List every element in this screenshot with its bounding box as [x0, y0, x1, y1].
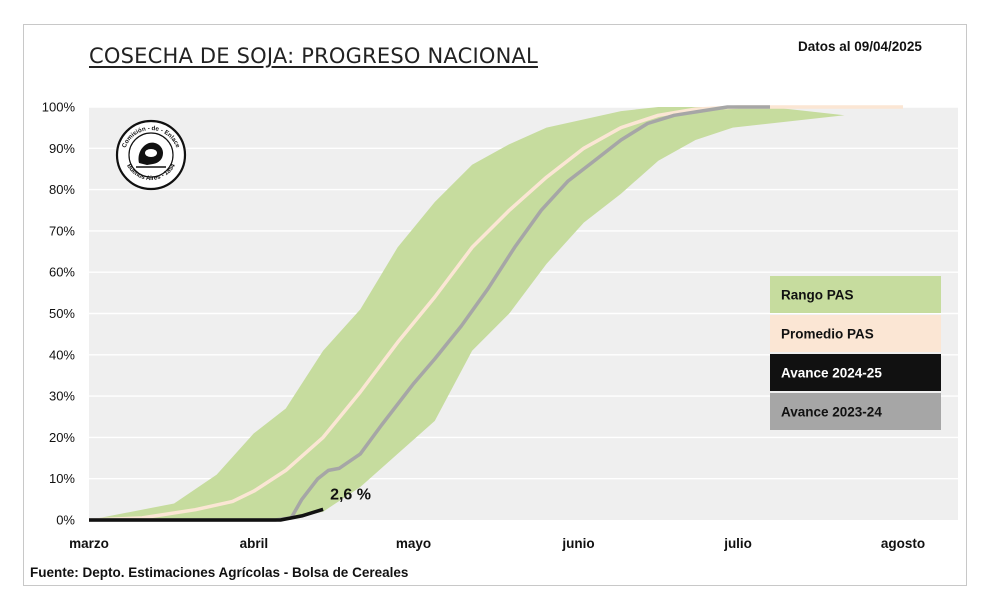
x-tick-label: mayo — [396, 536, 431, 551]
x-tick-label: marzo — [69, 536, 109, 551]
legend: Rango PAS Promedio PAS Avance 2024-25 Avanc… — [770, 276, 941, 430]
series-promedio-pas-line — [88, 105, 903, 522]
legend-swatch-avance-2024-25 — [770, 354, 941, 391]
y-tick-label: 60% — [49, 265, 75, 280]
y-tick-label: 50% — [49, 306, 75, 321]
y-tick-label: 90% — [49, 141, 75, 156]
legend-label-rango-pas: Rango PAS — [781, 288, 854, 303]
y-tick-label: 70% — [49, 223, 75, 238]
current-value-annotation: 2,6 % — [330, 486, 371, 503]
x-tick-label: abril — [240, 536, 269, 551]
legend-label-promedio-pas: Promedio PAS — [781, 327, 874, 342]
legend-label-avance-2024-25: Avance 2024-25 — [781, 366, 882, 381]
y-tick-label: 10% — [49, 471, 75, 486]
y-tick-label: 30% — [49, 389, 75, 404]
legend-swatch-avance-2023-24 — [770, 393, 941, 430]
date-label: Datos al 09/04/2025 — [798, 39, 922, 54]
x-tick-label: julio — [723, 536, 752, 551]
y-tick-label: 40% — [49, 347, 75, 362]
x-tick-label: junio — [561, 536, 594, 551]
axes: 0% 10% 20% 30% 40% 50% 60% 70% 80% 90% 100% marzo ab… — [42, 100, 925, 552]
legend-swatch-promedio-pas — [770, 315, 941, 352]
series-layer: 2,6 % — [88, 105, 903, 522]
y-tick-label: 100% — [42, 100, 76, 115]
x-tick-label: agosto — [881, 536, 925, 551]
series-avance-2024-25-line — [89, 507, 324, 522]
source-note: Fuente: Depto. Estimaciones Agrícolas - … — [30, 565, 409, 580]
series-rango-pas-band — [89, 107, 845, 520]
legend-swatch-rango-pas — [770, 276, 941, 313]
y-tick-label: 20% — [49, 430, 75, 445]
bolsa-cereales-logo: Comisión - de - Enlace Buenos Aires - 18… — [115, 119, 187, 191]
legend-label-avance-2023-24: Avance 2023-24 — [781, 405, 882, 420]
y-tick-label: 0% — [56, 513, 75, 528]
series-avance-2023-24-line — [89, 105, 770, 522]
chart-title: COSECHA DE SOJA: PROGRESO NACIONAL — [89, 44, 538, 68]
y-tick-label: 80% — [49, 182, 75, 197]
